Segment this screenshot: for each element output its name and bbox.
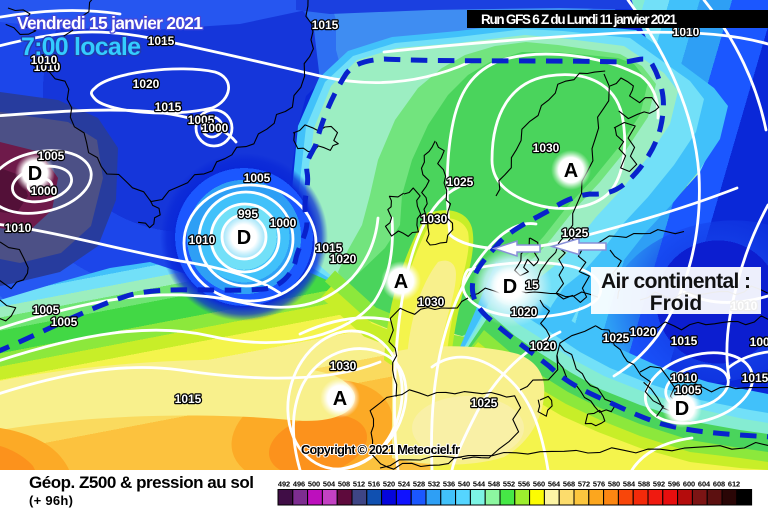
svg-text:995: 995: [238, 207, 258, 221]
svg-text:1000: 1000: [270, 216, 297, 230]
svg-text:D: D: [675, 398, 689, 420]
svg-text:1000: 1000: [202, 121, 229, 135]
svg-text:1030: 1030: [533, 141, 560, 155]
svg-text:496: 496: [293, 480, 305, 489]
svg-text:D: D: [237, 227, 251, 249]
svg-text:1020: 1020: [511, 305, 538, 319]
svg-text:1005: 1005: [188, 113, 215, 127]
svg-text:1020: 1020: [133, 77, 160, 91]
svg-text:600: 600: [683, 480, 695, 489]
svg-text:1030: 1030: [418, 295, 445, 309]
svg-text:520: 520: [383, 480, 395, 489]
svg-text:1015: 1015: [148, 34, 175, 48]
svg-text:(+ 96h): (+ 96h): [29, 493, 73, 508]
svg-text:556: 556: [518, 480, 530, 489]
svg-text:1015: 1015: [316, 241, 343, 255]
svg-text:A: A: [564, 160, 578, 182]
svg-text:1005: 1005: [675, 383, 702, 397]
svg-text:568: 568: [563, 480, 575, 489]
svg-text:588: 588: [638, 480, 650, 489]
svg-text:608: 608: [713, 480, 725, 489]
svg-text:536: 536: [443, 480, 455, 489]
svg-text:1020: 1020: [630, 325, 657, 339]
svg-text:1030: 1030: [421, 212, 448, 226]
svg-text:1010: 1010: [189, 233, 216, 247]
svg-text:1015: 1015: [155, 100, 182, 114]
svg-text:1025: 1025: [471, 396, 498, 410]
svg-text:512: 512: [353, 480, 365, 489]
svg-text:1015: 1015: [175, 392, 202, 406]
svg-text:1005: 1005: [750, 335, 768, 349]
svg-text:1020: 1020: [330, 252, 357, 266]
svg-text:1015: 1015: [671, 334, 698, 348]
svg-text:528: 528: [413, 480, 425, 489]
svg-text:1025: 1025: [603, 331, 630, 345]
svg-text:Copyright © 2021 Meteociel.fr: Copyright © 2021 Meteociel.fr: [301, 442, 460, 457]
svg-text:552: 552: [503, 480, 515, 489]
svg-text:A: A: [333, 388, 347, 410]
svg-text:Géop. Z500 & pression au sol: Géop. Z500 & pression au sol: [29, 473, 254, 492]
svg-text:7:00 locale: 7:00 locale: [21, 33, 141, 61]
svg-text:604: 604: [698, 480, 711, 489]
svg-text:612: 612: [728, 480, 740, 489]
svg-text:Air continental :: Air continental :: [601, 270, 751, 293]
svg-text:508: 508: [338, 480, 350, 489]
svg-text:1005: 1005: [244, 171, 271, 185]
svg-text:1025: 1025: [562, 226, 589, 240]
svg-text:Froid: Froid: [650, 292, 703, 315]
svg-text:500: 500: [308, 480, 320, 489]
svg-text:1005: 1005: [38, 149, 65, 163]
svg-text:1015: 1015: [742, 371, 768, 385]
svg-text:560: 560: [533, 480, 545, 489]
svg-text:D: D: [28, 163, 42, 185]
svg-text:15: 15: [525, 278, 539, 292]
svg-text:564: 564: [548, 480, 561, 489]
svg-text:1015: 1015: [312, 18, 339, 32]
svg-text:572: 572: [578, 480, 590, 489]
svg-text:A: A: [394, 271, 408, 293]
svg-text:1020: 1020: [530, 339, 557, 353]
svg-text:592: 592: [653, 480, 665, 489]
svg-text:580: 580: [608, 480, 620, 489]
svg-text:532: 532: [428, 480, 440, 489]
svg-text:1025: 1025: [447, 175, 474, 189]
svg-text:Vendredi 15 janvier 2021: Vendredi 15 janvier 2021: [17, 13, 203, 33]
svg-text:1005: 1005: [51, 315, 78, 329]
svg-text:548: 548: [488, 480, 500, 489]
svg-text:1010: 1010: [31, 53, 58, 67]
svg-text:1010: 1010: [34, 60, 61, 74]
svg-text:524: 524: [398, 480, 411, 489]
svg-text:516: 516: [368, 480, 380, 489]
svg-text:1000: 1000: [31, 184, 58, 198]
svg-text:1010: 1010: [5, 221, 32, 235]
svg-text:D: D: [503, 276, 517, 298]
svg-text:544: 544: [473, 480, 486, 489]
svg-text:492: 492: [278, 480, 290, 489]
svg-text:504: 504: [323, 480, 336, 489]
svg-text:596: 596: [668, 480, 680, 489]
svg-text:1030: 1030: [330, 359, 357, 373]
svg-text:1010: 1010: [671, 371, 698, 385]
svg-text:1005: 1005: [33, 303, 60, 317]
svg-text:Run GFS 6 Z du Lundi 11 janvie: Run GFS 6 Z du Lundi 11 janvier 2021: [481, 12, 677, 27]
svg-text:584: 584: [623, 480, 636, 489]
svg-text:540: 540: [458, 480, 470, 489]
svg-text:576: 576: [593, 480, 605, 489]
